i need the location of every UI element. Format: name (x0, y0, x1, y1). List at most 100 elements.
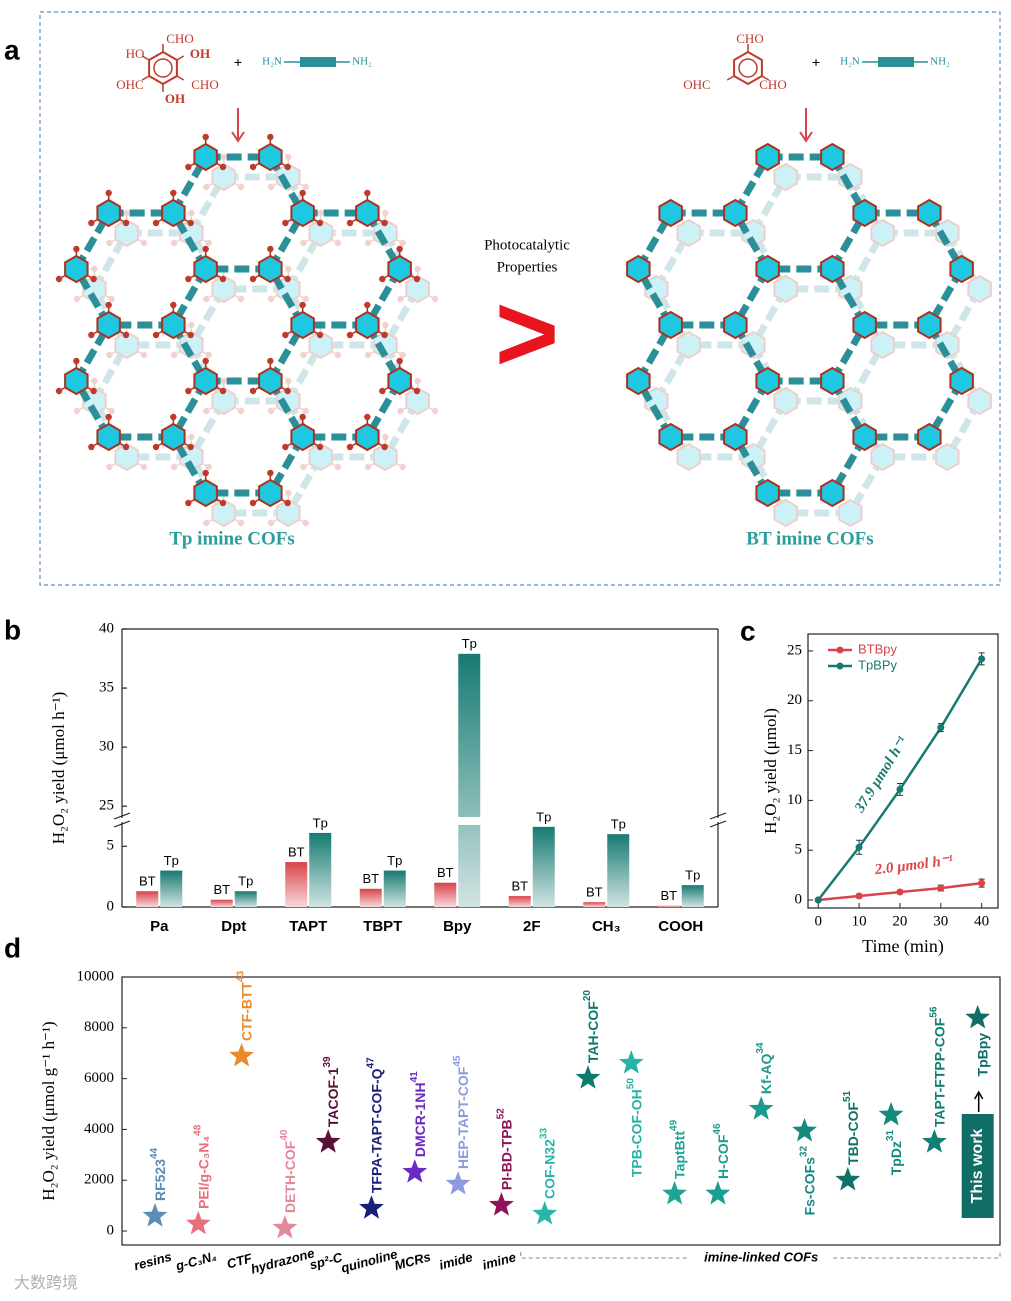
oh-bond (174, 462, 182, 468)
oh-group (152, 331, 160, 339)
oh-group (299, 301, 306, 309)
oh-group (220, 153, 227, 161)
oh-bond (109, 462, 117, 468)
oh-group (414, 265, 421, 273)
linker (750, 287, 789, 347)
oh-group (202, 133, 209, 141)
oh-group (88, 219, 95, 227)
oh-bond (303, 238, 311, 244)
node-ring (949, 254, 974, 284)
oh-group (73, 245, 80, 253)
point-label: TpDz31 (885, 1130, 904, 1176)
node-ring (373, 442, 398, 472)
linker (653, 343, 692, 403)
label-arrow-head (974, 1090, 984, 1100)
point-label: Kf-AQ34 (755, 1042, 774, 1094)
oh-bond (136, 350, 144, 356)
bar (285, 862, 308, 907)
node-ring (193, 254, 218, 284)
panel-letter: b (4, 614, 21, 645)
linker (188, 399, 227, 459)
linker (847, 343, 886, 403)
property-text: Photocatalytic (484, 237, 570, 253)
point-label: TPB-COF-OH50 (625, 1078, 644, 1177)
point-label: HEP-TAPT-COF45 (452, 1055, 471, 1169)
oh-group (249, 275, 257, 283)
oh-group (170, 301, 177, 309)
node-ring (64, 254, 89, 284)
oh-group (170, 189, 177, 197)
oh-bond (303, 462, 311, 468)
oh-group (382, 321, 389, 329)
amine-end: NH₂ (930, 56, 950, 68)
oh-group (55, 387, 63, 395)
y-tick-label: 25 (99, 798, 114, 814)
oh-group (203, 519, 210, 527)
oh-group (205, 239, 212, 247)
comparison-symbol: > (495, 272, 559, 395)
node-ring (820, 366, 845, 396)
node-ring (258, 254, 283, 284)
node-ring (755, 254, 780, 284)
star (792, 1117, 817, 1142)
node-ring (870, 218, 895, 248)
oh-group (202, 469, 209, 477)
oh-bond (395, 462, 403, 468)
point-label: TAH-COF20 (582, 990, 601, 1064)
node-ring (96, 422, 121, 452)
oh-group (205, 351, 212, 359)
point-label-text: TFPA-TAPT-COF-Q (368, 1068, 384, 1193)
oh-group (267, 469, 274, 477)
oh-group (431, 295, 439, 303)
substituent: HO (126, 46, 145, 61)
substituent: CHO (736, 31, 763, 46)
oh-group (300, 351, 307, 359)
y-tick-label: 4000 (84, 1121, 114, 1137)
bar (234, 891, 257, 907)
oh-group (188, 433, 195, 441)
linker (91, 231, 130, 291)
star (489, 1192, 514, 1216)
node-ring (755, 478, 780, 508)
node-ring (290, 422, 315, 452)
x-tick-label: 30 (933, 913, 948, 929)
benzene-circle (738, 58, 758, 78)
oh-group (346, 443, 354, 451)
point-label-ref: 56 (928, 1006, 939, 1018)
oh-group (299, 189, 306, 197)
node-ring (211, 162, 236, 192)
x-tick-label: 10 (852, 913, 867, 929)
x-tick-label: Bpy (443, 918, 472, 935)
oh-bond (271, 406, 279, 412)
oh-group (219, 275, 227, 283)
oh-group (267, 519, 275, 527)
bar (657, 905, 680, 907)
node-ring (355, 422, 380, 452)
bond (726, 75, 735, 81)
node-ring (773, 386, 798, 416)
y-tick-label: 15 (787, 742, 802, 758)
linker (944, 287, 983, 347)
y-axis-label: H₂O₂ yield (μmol) (761, 708, 780, 834)
bar-label: Tp (313, 815, 328, 830)
node-ring (676, 330, 701, 360)
y-tick-label: 10 (787, 792, 802, 808)
oh-group (284, 163, 291, 171)
oh-bond (368, 462, 376, 468)
substituent: OHC (683, 77, 710, 92)
oh-group (108, 295, 115, 303)
oh-group (170, 351, 178, 359)
bar-label: BT (660, 888, 677, 903)
oh-bond (233, 518, 241, 524)
oh-group (364, 189, 371, 197)
oh-group (267, 357, 274, 365)
oh-group (249, 499, 257, 507)
oh-group (202, 357, 209, 365)
oh-bond (395, 238, 403, 244)
node-ring (258, 478, 283, 508)
node-ring (870, 330, 895, 360)
oh-group (202, 245, 209, 253)
axis-break (113, 820, 131, 828)
y-tick-label: 40 (99, 620, 114, 636)
oh-bond (400, 294, 408, 300)
